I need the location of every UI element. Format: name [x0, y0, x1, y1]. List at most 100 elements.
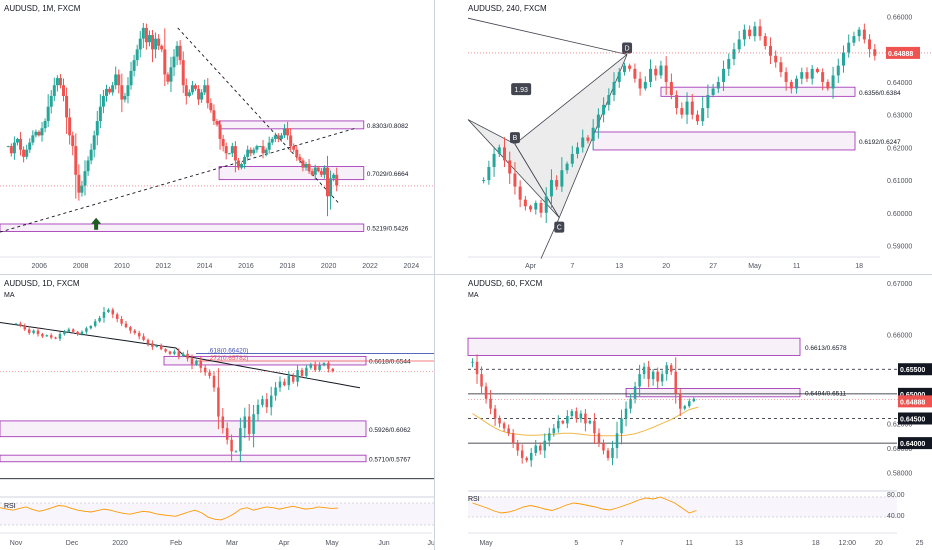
monthly-chart-panel[interactable]: 2006 2008 2010 2012 2014 2016 2018 2020 2022 2024…	[0, 0, 434, 274]
candle-body	[576, 147, 580, 154]
candle-body	[224, 146, 228, 154]
pattern-point-bg	[554, 221, 565, 233]
panel-divider-horizontal[interactable]	[0, 274, 932, 275]
candle-body	[492, 153, 496, 167]
rsi-band	[0, 503, 434, 525]
candle-body	[758, 26, 762, 37]
y-tick-label: 0.62000	[887, 145, 912, 152]
candle-body	[633, 386, 637, 399]
x-tick-label: 2008	[73, 263, 89, 270]
x-tick-label: 11	[686, 540, 693, 547]
candle-body	[19, 323, 22, 326]
candle-body	[497, 147, 501, 154]
x-tick-label: 18	[855, 263, 863, 270]
hourly-chart-svg[interactable]: May 5 7 11 13 18 12:00 20 25 0.67000 0.66000 0.6200…	[435, 275, 932, 550]
candle-body	[40, 128, 44, 136]
candle-body	[276, 135, 280, 139]
candle-body	[482, 180, 486, 182]
candle-body	[629, 398, 632, 409]
candle-body	[695, 114, 699, 122]
candle-body	[579, 413, 583, 419]
candle-body	[283, 381, 286, 386]
candle-body	[215, 121, 219, 125]
candle-body	[534, 445, 537, 453]
ma-line	[472, 406, 699, 437]
candle-body	[552, 428, 556, 434]
candle-body	[178, 45, 182, 61]
candle-body	[62, 85, 66, 96]
candle-body	[286, 128, 290, 136]
panel-divider-vertical[interactable]	[434, 0, 435, 550]
candle-body	[597, 433, 601, 444]
x-tick-label: 2006	[31, 263, 47, 270]
candle-body	[716, 81, 720, 89]
candle-body	[678, 393, 682, 409]
candle-body	[230, 146, 234, 154]
ma-indicator-label[interactable]: MA	[4, 292, 15, 299]
h4-chart-svg[interactable]: Apr7132027May11180.660000.650000.640000.…	[435, 0, 932, 274]
candle-body	[810, 68, 814, 79]
candle-body	[65, 95, 69, 118]
candle-body	[588, 420, 592, 424]
zone-rect	[660, 86, 856, 97]
last-price-tag-bg	[898, 395, 932, 408]
candle-body	[656, 371, 659, 382]
candle-body	[586, 137, 590, 141]
candle-body	[234, 451, 238, 453]
pattern-point-bg	[622, 42, 633, 54]
daily-chart-svg[interactable]: NovDec2020FebMarAprMayJunJul0.720000.700…	[0, 275, 434, 550]
candle-body	[325, 167, 329, 197]
h4-chart-panel[interactable]: Apr7132027May11180.660000.650000.640000.…	[435, 0, 932, 274]
candle-body	[14, 323, 18, 325]
candle-body	[307, 164, 311, 172]
candle-body	[169, 67, 173, 82]
candle-body	[313, 167, 317, 175]
zone-rect	[218, 166, 365, 181]
candle-body	[273, 135, 277, 139]
candle-body	[570, 411, 574, 417]
candle-body	[732, 49, 736, 60]
candle-body	[25, 149, 29, 157]
hourly-chart-panel[interactable]: May 5 7 11 13 18 12:00 20 25 0.67000 0.66000 0.6200…	[435, 275, 932, 550]
rsi-indicator-label[interactable]: RSI	[4, 503, 16, 510]
daily-chart-panel[interactable]: NovDec2020FebMarAprMayJunJul0.720000.700…	[0, 275, 434, 550]
candle-body	[638, 374, 641, 387]
candle-body	[114, 74, 118, 86]
candle-body	[480, 374, 483, 387]
candle-body	[89, 149, 93, 161]
candle-body	[208, 372, 211, 376]
candle-body	[37, 131, 41, 136]
candle-body	[129, 327, 132, 331]
candle-body	[779, 62, 783, 73]
candle-body	[80, 185, 84, 193]
candle-body	[181, 60, 185, 86]
candle-body	[267, 142, 271, 150]
candle-body	[126, 85, 130, 96]
fib-level-label: .272(0.65782)	[208, 355, 248, 362]
x-tick-label: 2024	[404, 263, 420, 270]
candle-body	[157, 38, 161, 46]
candle-body	[269, 395, 273, 408]
candle-body	[565, 163, 569, 171]
candle-body	[199, 360, 203, 368]
x-tick-label: Dec	[66, 540, 79, 547]
candle-body	[270, 138, 274, 143]
candle-body	[296, 370, 299, 382]
candle-body	[287, 375, 291, 386]
rsi-indicator-label[interactable]: RSI	[468, 496, 480, 503]
x-tick-label: May	[479, 540, 493, 547]
candle-body	[175, 45, 179, 57]
candle-body	[137, 332, 141, 337]
candle-body	[85, 328, 88, 332]
candle-body	[692, 398, 696, 402]
candle-body	[318, 365, 321, 371]
chart-title: AUDUSD, 240, FXCM	[468, 4, 547, 13]
x-tick-label: 25	[916, 540, 924, 547]
ma-indicator-label[interactable]: MA	[468, 292, 479, 299]
y-tick-label: 0.64000	[887, 80, 912, 87]
candle-body	[200, 92, 204, 100]
monthly-chart-svg[interactable]: 2006 2008 2010 2012 2014 2016 2018 2020 2022 2024…	[0, 0, 434, 274]
rsi-tick-label: 80.00	[887, 492, 905, 499]
candle-body	[331, 368, 335, 372]
candle-body	[115, 314, 119, 319]
